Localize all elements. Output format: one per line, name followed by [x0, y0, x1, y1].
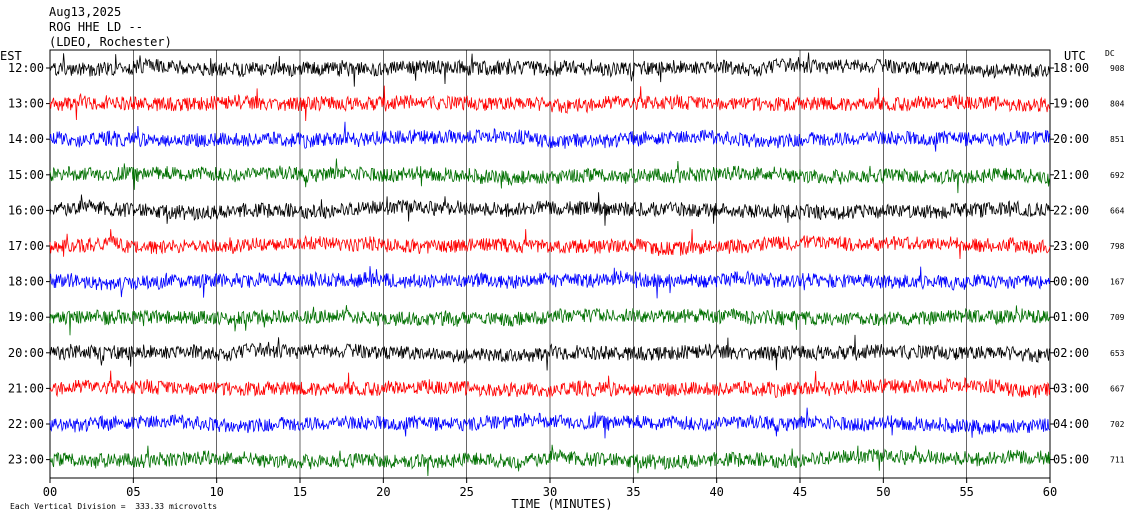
x-tick-label: 30	[543, 485, 557, 499]
dc-row-value: 667	[1110, 384, 1125, 393]
dc-row-value: 804	[1110, 100, 1125, 109]
seismic-trace-1700	[49, 228, 1051, 260]
header-station: ROG HHE LD --	[49, 20, 143, 34]
x-tick-label: 35	[626, 485, 640, 499]
seismic-trace-1400	[49, 121, 1051, 152]
est-row-label: 23:00	[8, 453, 44, 467]
est-row-label: 19:00	[8, 310, 44, 324]
utc-row-label: 18:00	[1053, 61, 1089, 75]
dc-row-value: 664	[1110, 206, 1125, 215]
x-tick-label: 50	[876, 485, 890, 499]
est-row-label: 16:00	[8, 203, 44, 217]
dc-row-value: 711	[1110, 456, 1125, 465]
est-row-label: 15:00	[8, 168, 44, 182]
est-row-label: 20:00	[8, 346, 44, 360]
utc-row-label: 02:00	[1053, 346, 1089, 360]
dc-row-value: 653	[1110, 349, 1125, 358]
est-row-label: 18:00	[8, 275, 44, 289]
est-row-label: 12:00	[8, 61, 44, 75]
utc-row-label: 21:00	[1053, 168, 1089, 182]
x-tick-label: 25	[459, 485, 473, 499]
dc-column-label: DC	[1105, 49, 1115, 58]
seismic-trace-1800	[49, 266, 1051, 299]
dc-row-value: 798	[1110, 242, 1125, 251]
x-tick-label: 55	[959, 485, 973, 499]
seismic-trace-1300	[49, 85, 1051, 122]
seismic-trace-1200	[49, 52, 1051, 87]
est-row-label: 22:00	[8, 417, 44, 431]
x-tick-label: 10	[209, 485, 223, 499]
x-tick-label: 45	[793, 485, 807, 499]
seismic-trace-2000	[49, 334, 1051, 371]
est-row-label: 14:00	[8, 132, 44, 146]
utc-row-label: 03:00	[1053, 381, 1089, 395]
est-row-label: 21:00	[8, 381, 44, 395]
seismic-trace-1500	[49, 158, 1051, 194]
dc-row-value: 851	[1110, 135, 1125, 144]
utc-row-label: 04:00	[1053, 417, 1089, 431]
x-tick-label: 60	[1043, 485, 1057, 499]
x-tick-label: 00	[43, 485, 57, 499]
utc-row-label: 05:00	[1053, 453, 1089, 467]
header-location: (LDEO, Rochester)	[49, 35, 172, 49]
header-date: Aug13,2025	[49, 5, 122, 19]
dc-row-value: 702	[1110, 420, 1125, 429]
dc-row-value: 167	[1110, 278, 1125, 287]
utc-row-label: 23:00	[1053, 239, 1089, 253]
scale-note: Each Vertical Division = 333.33 microvol…	[10, 502, 218, 511]
est-row-label: 13:00	[8, 97, 44, 111]
seismic-trace-2300	[49, 444, 1051, 477]
seismic-trace-1900	[49, 305, 1051, 336]
x-axis-title: TIME (MINUTES)	[511, 497, 612, 511]
dc-row-value: 908	[1110, 64, 1125, 73]
left-timezone-label: EST	[0, 49, 22, 63]
utc-row-label: 00:00	[1053, 275, 1089, 289]
seismic-trace-2200	[49, 407, 1051, 439]
est-row-label: 17:00	[8, 239, 44, 253]
utc-row-label: 19:00	[1053, 97, 1089, 111]
x-tick-label: 15	[293, 485, 307, 499]
seismic-trace-1600	[49, 192, 1051, 226]
utc-row-label: 01:00	[1053, 310, 1089, 324]
x-tick-label: 20	[376, 485, 390, 499]
seismic-trace-2100	[49, 370, 1051, 398]
utc-row-label: 22:00	[1053, 203, 1089, 217]
x-tick-label: 40	[709, 485, 723, 499]
dc-row-value: 692	[1110, 171, 1125, 180]
x-tick-label: 05	[126, 485, 140, 499]
dc-row-value: 709	[1110, 313, 1125, 322]
right-timezone-label: UTC	[1064, 49, 1086, 63]
utc-row-label: 20:00	[1053, 132, 1089, 146]
